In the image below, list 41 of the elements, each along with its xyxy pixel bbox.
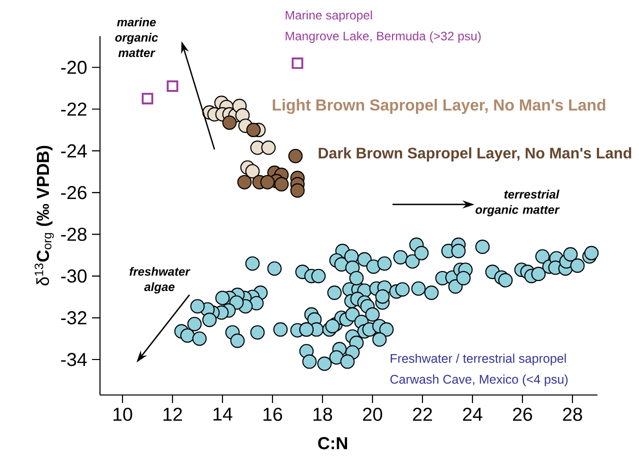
y-tick-label: -26 bbox=[61, 186, 86, 200]
x-tick-label: 16 bbox=[264, 408, 282, 421]
point bbox=[288, 148, 303, 164]
point bbox=[274, 177, 289, 192]
series-label: Light Brown Sapropel Layer, No Man's Land bbox=[272, 98, 606, 114]
point bbox=[292, 57, 304, 69]
annotation: freshwater algae bbox=[130, 266, 190, 294]
y-tick-label: -28 bbox=[61, 228, 86, 241]
x-tick-label: 14 bbox=[214, 408, 232, 421]
x-tick-label: 10 bbox=[114, 408, 132, 421]
y-tick-label: -34 bbox=[61, 352, 87, 366]
x-tick-label: 24 bbox=[463, 408, 482, 421]
point bbox=[290, 183, 305, 198]
point bbox=[142, 92, 154, 104]
x-axis-title: C:N bbox=[318, 437, 348, 450]
annotation: marine organic matter bbox=[115, 18, 158, 58]
point bbox=[222, 115, 237, 130]
x-tick-label: 18 bbox=[314, 408, 332, 421]
annotation: Mangrove Lake, Bermuda (>32 psu) bbox=[286, 31, 481, 43]
y-tick-label: -30 bbox=[61, 269, 87, 283]
x-tick-label: 28 bbox=[563, 408, 582, 421]
point bbox=[166, 80, 178, 92]
annotation: terrestrial organic matter bbox=[476, 190, 560, 216]
point bbox=[237, 174, 252, 190]
series-label: Dark Brown Sapropel Layer, No Man's Land bbox=[318, 147, 632, 162]
x-tick-label: 22 bbox=[413, 408, 432, 421]
series-label: Freshwater / terrestrial sapropel bbox=[390, 354, 566, 366]
x-tick-label: 12 bbox=[164, 408, 182, 421]
point bbox=[260, 174, 275, 190]
y-tick-label: -20 bbox=[61, 60, 87, 74]
annotation: Carwash Cave, Mexico (<4 psu) bbox=[390, 374, 568, 386]
x-tick-label: 20 bbox=[363, 408, 382, 421]
point bbox=[245, 164, 260, 178]
y-axis-title: δ$^{13}$C$_{org}$ (‰ VPDB) bbox=[34, 146, 54, 286]
point bbox=[246, 122, 261, 138]
y-tick-label: -32 bbox=[61, 311, 86, 324]
y-tick-label: -22 bbox=[61, 102, 86, 116]
point bbox=[261, 140, 276, 155]
text: Marine sapropel bbox=[286, 10, 372, 22]
y-tick-label: -24 bbox=[61, 144, 87, 158]
x-tick-label: 26 bbox=[513, 408, 532, 421]
